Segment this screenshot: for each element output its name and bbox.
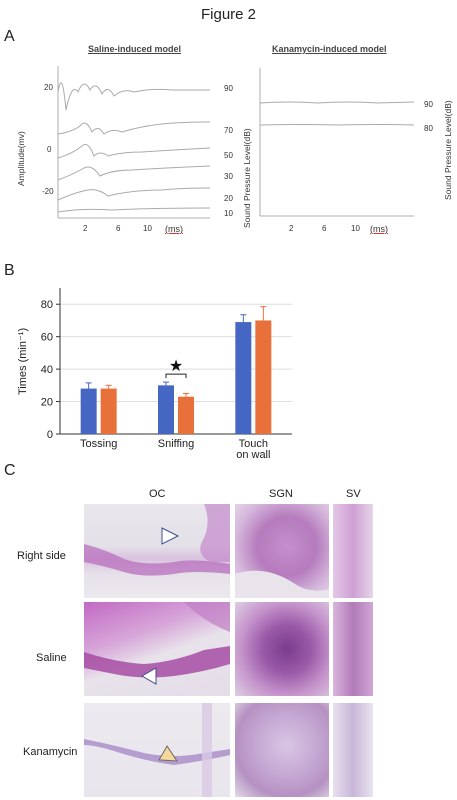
histology-sgn-kanamycin <box>235 703 329 797</box>
panel-a-ytick: -20 <box>42 187 54 196</box>
histology-sv-right-side <box>333 504 373 598</box>
histology-sgn-saline <box>235 602 329 696</box>
panel-a-right-xtick: 10 <box>351 224 360 233</box>
figure-title: Figure 2 <box>200 6 257 23</box>
panel-a-left-xtick: 2 <box>83 224 88 233</box>
significance-bracket <box>165 373 187 379</box>
bar <box>178 396 194 434</box>
y-tick-label: 40 <box>41 364 53 376</box>
db-label: 10 <box>224 209 233 218</box>
panel-b-letter: B <box>4 262 15 279</box>
row-header-kanamycin: Kanamycin <box>23 746 78 758</box>
panel-a-left-xtick: 6 <box>116 224 121 233</box>
histology-oc-right-side <box>84 504 230 598</box>
panel-a-ytick: 20 <box>44 83 53 92</box>
y-tick-label: 80 <box>41 299 53 311</box>
bar <box>235 322 252 434</box>
db-label: 70 <box>224 126 233 135</box>
db-label: 30 <box>224 172 233 181</box>
panel-a-letter: A <box>4 28 15 45</box>
histology-sv-kanamycin <box>333 703 373 797</box>
panel-a-right-xtick: 2 <box>289 224 294 233</box>
x-category-label: Sniffing <box>158 438 195 450</box>
x-category-label: on wall <box>236 449 270 461</box>
panel-a-left-title: Saline-induced model <box>88 44 182 54</box>
column-header-sv: SV <box>346 488 361 500</box>
panel-a-left-waveforms <box>57 66 211 219</box>
bar <box>100 388 117 434</box>
panel-b-ylabel: Times (min⁻¹) <box>17 327 29 395</box>
histology-oc-kanamycin <box>84 703 230 797</box>
column-header-oc: OC <box>149 488 166 500</box>
y-tick-label: 0 <box>47 429 53 441</box>
panel-a-right-title: Kanamycin-induced model <box>272 44 387 54</box>
db-label: 20 <box>224 194 233 203</box>
column-header-sgn: SGN <box>269 488 293 500</box>
histology-oc-saline <box>84 602 230 696</box>
row-header-saline: Saline <box>36 652 67 664</box>
panel-a-right-xtick: 6 <box>322 224 327 233</box>
x-category-label: Touch <box>239 438 268 450</box>
db-label: 90 <box>224 84 233 93</box>
db-label: 80 <box>424 124 433 133</box>
panel-a-left-unit: (ms) <box>165 224 183 234</box>
x-category-label: Tossing <box>80 438 117 450</box>
histology-sv-saline <box>333 602 373 696</box>
panel-a-right-unit: (ms) <box>370 224 388 234</box>
panel-a-spl-label-left: Sound Pressure Level(dB) <box>242 128 252 228</box>
panel-a-spl-label-right: Sound Pressure Level(dB) <box>443 100 453 200</box>
bar <box>158 385 174 434</box>
row-header-right-side: Right side <box>17 550 66 562</box>
significance-star: ★ <box>169 356 183 375</box>
panel-a-left-xtick: 10 <box>143 224 152 233</box>
panel-a-ytick: 0 <box>47 145 52 154</box>
panel-a-right-waveforms <box>259 68 415 217</box>
bar <box>255 320 272 434</box>
panel-a-ylabel: Amplitude(mv) <box>16 131 26 186</box>
db-label: 50 <box>224 151 233 160</box>
db-label: 90 <box>424 100 433 109</box>
histology-sgn-right-side <box>235 504 329 598</box>
y-tick-label: 20 <box>41 397 53 409</box>
panel-c-letter: C <box>4 462 16 479</box>
bar <box>80 388 97 434</box>
y-tick-label: 60 <box>41 332 53 344</box>
